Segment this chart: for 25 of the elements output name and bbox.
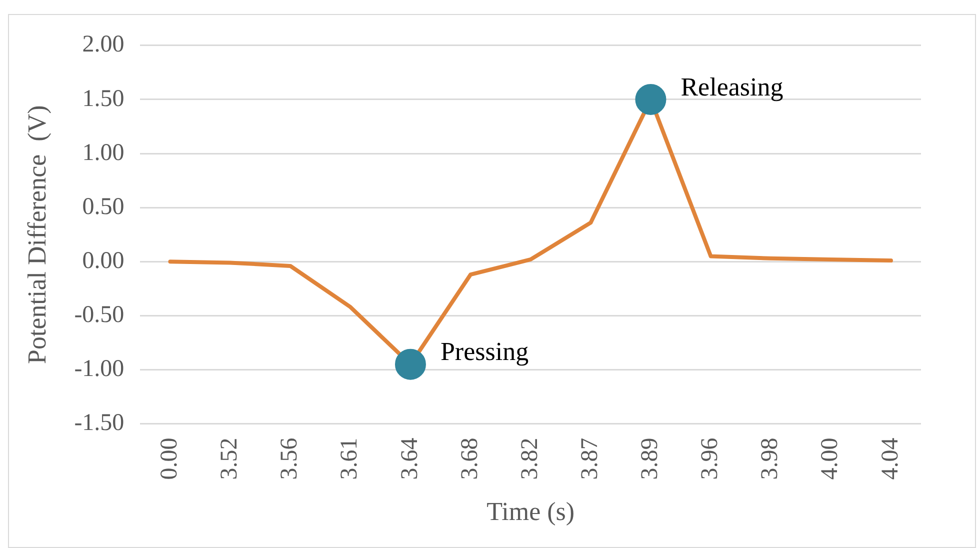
x-tick-label: 3.52 bbox=[216, 438, 243, 480]
x-tick-label: 3.56 bbox=[276, 438, 303, 480]
y-tick-label: -1.00 bbox=[74, 356, 124, 382]
y-axis-title: Potential Difference (V) bbox=[22, 105, 52, 364]
x-axis-title: Time (s) bbox=[486, 497, 575, 526]
y-tick-label: 2.00 bbox=[82, 32, 124, 58]
y-tick-label: 0.50 bbox=[82, 194, 124, 220]
y-tick-label: 1.00 bbox=[82, 140, 124, 166]
x-tick-label: 3.96 bbox=[697, 438, 724, 480]
x-tick-label: 3.61 bbox=[336, 438, 363, 480]
y-tick-label: 1.50 bbox=[82, 86, 124, 112]
x-tick-label: 3.98 bbox=[757, 438, 784, 480]
annotation: Releasing bbox=[680, 72, 784, 102]
x-tick-label: 0.00 bbox=[156, 438, 183, 480]
y-tick-label: 0.00 bbox=[82, 248, 124, 274]
y-tick-label: -0.50 bbox=[74, 302, 124, 328]
x-tick-label: 4.04 bbox=[877, 438, 904, 480]
annotation: Pressing bbox=[440, 337, 529, 366]
x-tick-label: 3.64 bbox=[396, 438, 423, 480]
x-tick-label: 4.00 bbox=[817, 438, 844, 480]
y-tick-label: -1.50 bbox=[74, 410, 124, 436]
x-tick-label: 3.89 bbox=[637, 438, 664, 480]
x-tick-label: 3.87 bbox=[576, 438, 603, 480]
x-tick-label: 3.82 bbox=[516, 438, 543, 480]
x-tick-label: 3.68 bbox=[456, 438, 483, 480]
